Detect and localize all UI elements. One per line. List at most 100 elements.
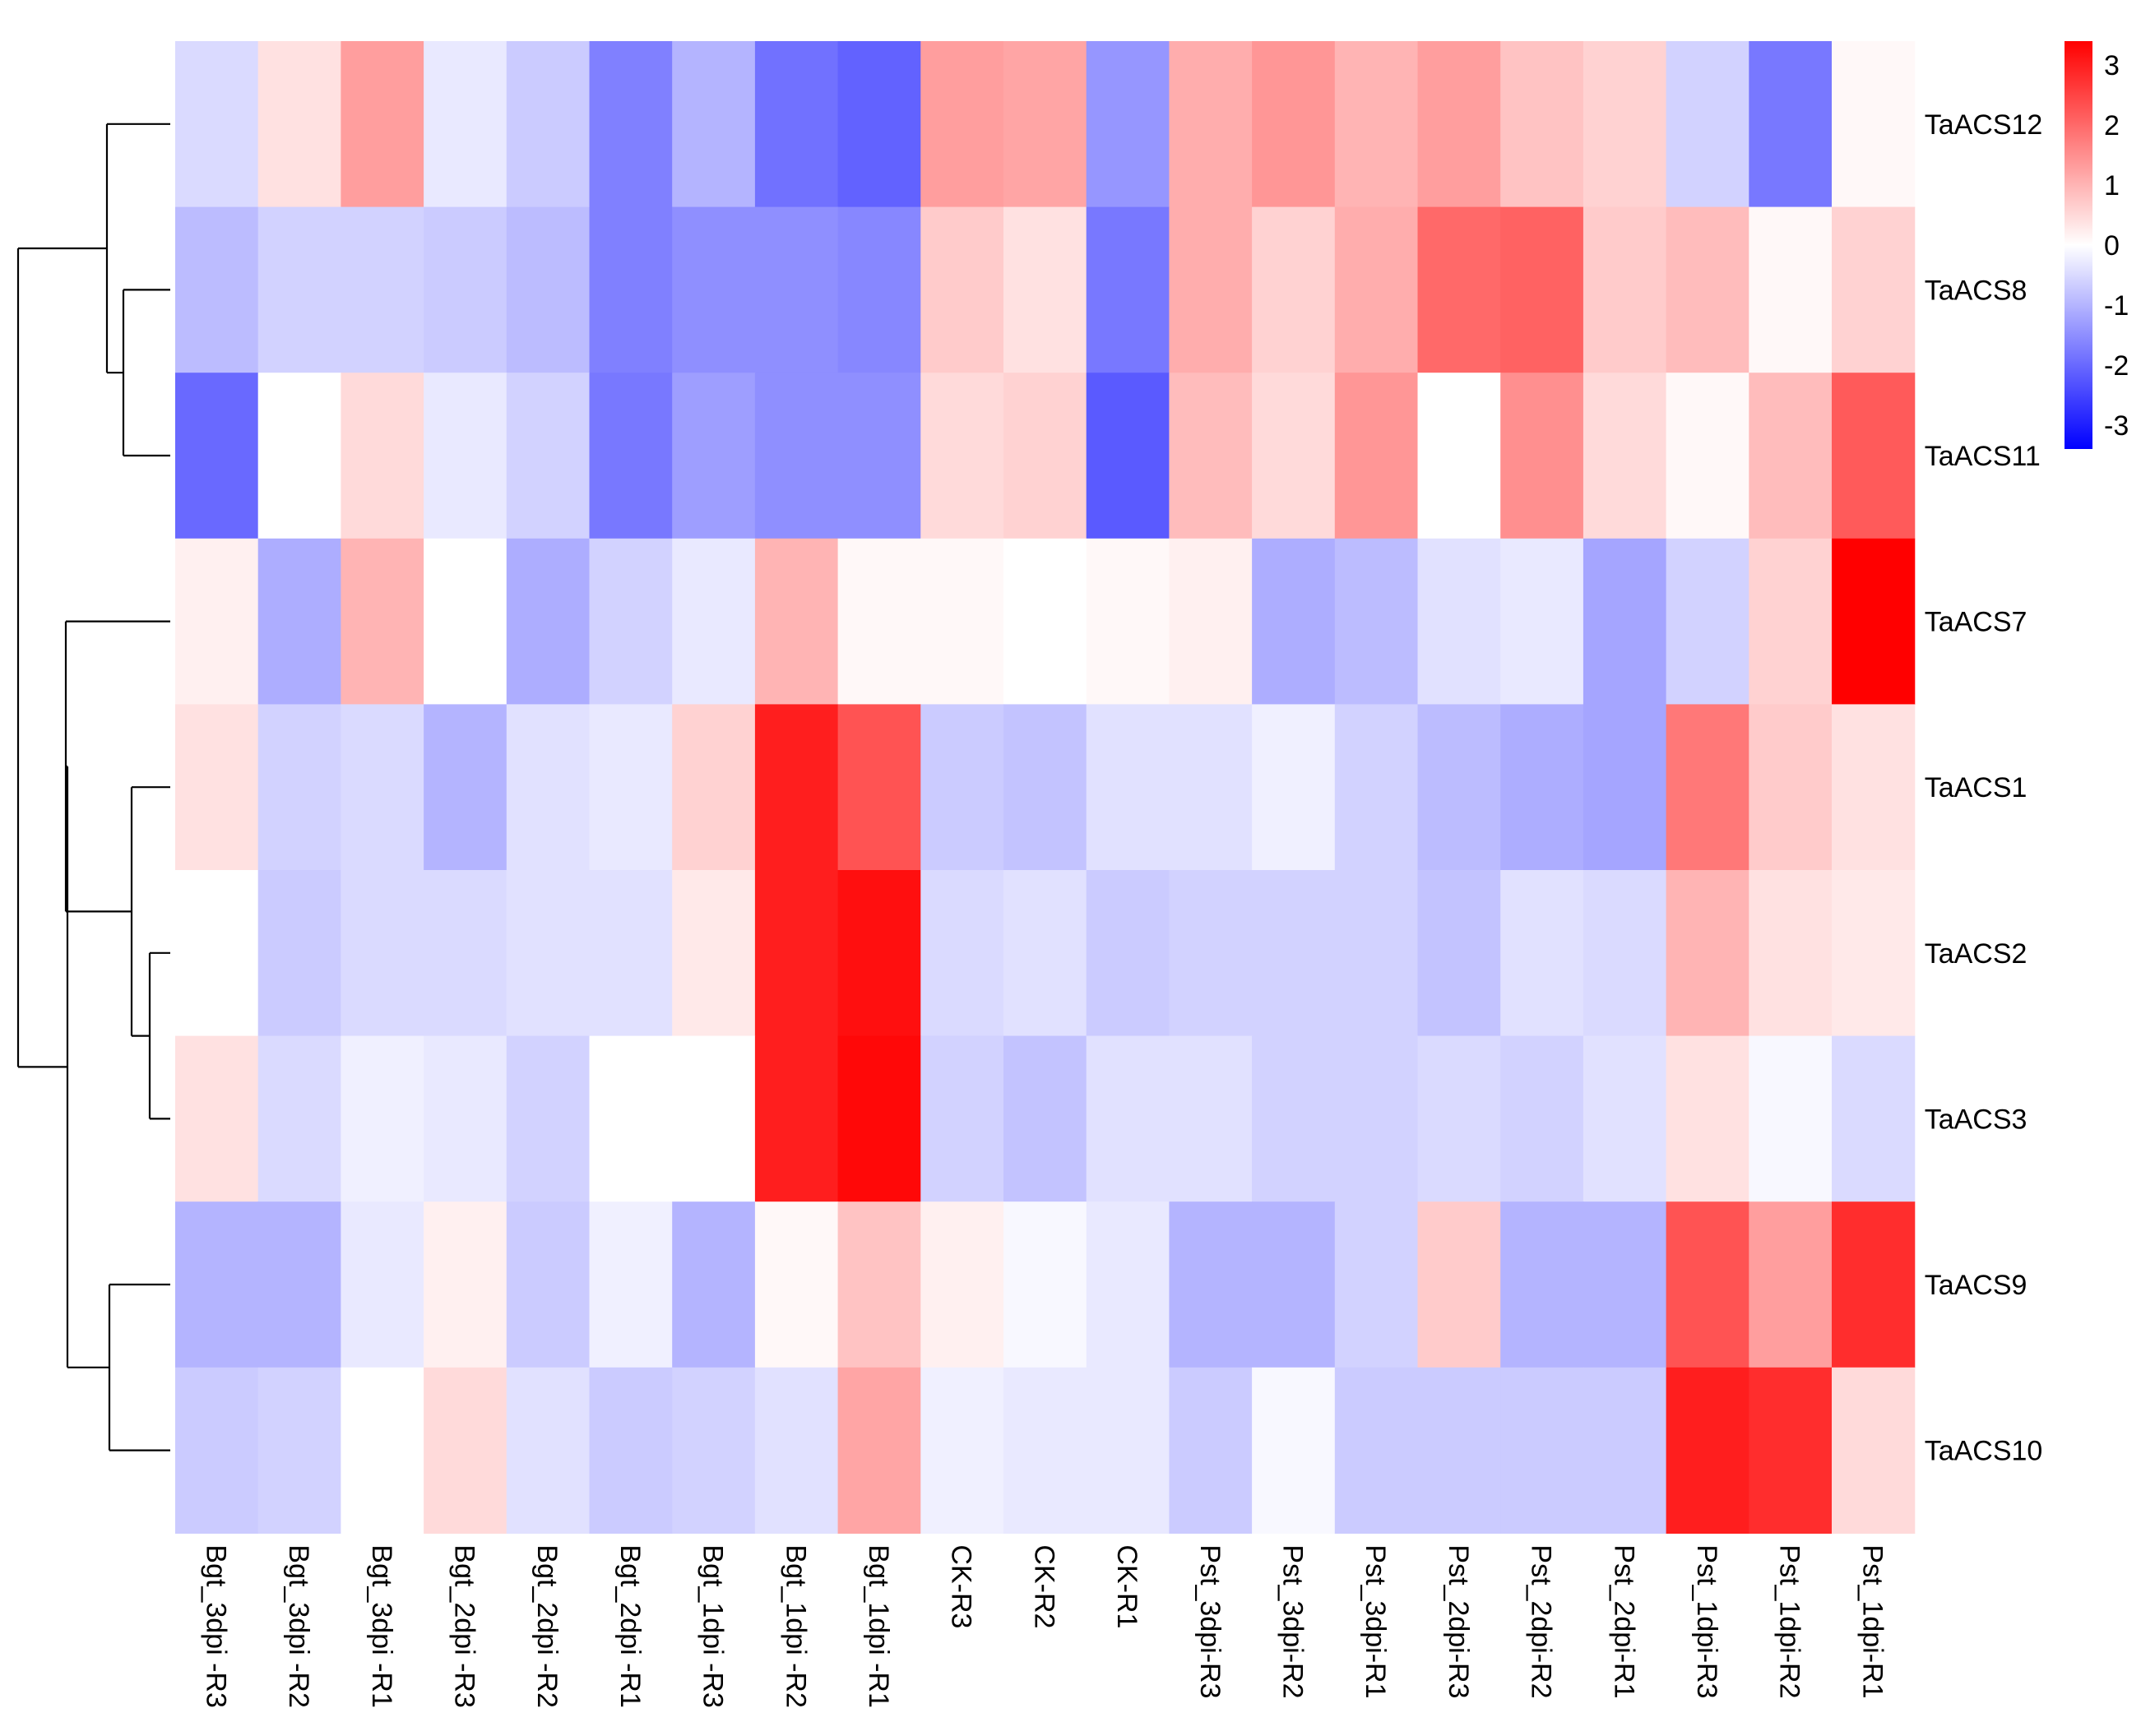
heatmap-cell: [1003, 1035, 1087, 1202]
column-label: Bgt_2dpi -R2: [531, 1544, 563, 1707]
heatmap-cell: [837, 1201, 921, 1368]
row-dendrogram: [16, 123, 170, 1451]
color-scale-tick-label: 3: [2104, 50, 2120, 81]
heatmap-cell: [1252, 373, 1336, 539]
heatmap-cell: [341, 1367, 424, 1534]
heatmap-cell: [920, 1035, 1004, 1202]
heatmap-cell: [672, 206, 756, 373]
heatmap-cell: [1583, 870, 1667, 1037]
heatmap-cell: [1832, 1035, 1916, 1202]
heatmap-cell: [175, 206, 259, 373]
heatmap-cell: [1086, 870, 1170, 1037]
row-label: TaACS9: [1925, 1270, 2027, 1301]
heatmap-cell: [1500, 41, 1584, 208]
heatmap-cell: [1169, 538, 1253, 705]
heatmap-cell: [1252, 1035, 1336, 1202]
heatmap-cell: [1749, 704, 1833, 871]
column-label: Pst_3dpi-R2: [1277, 1544, 1308, 1698]
color-scale-tick-label: -3: [2104, 410, 2129, 442]
heatmap-cell: [672, 1367, 756, 1534]
heatmap-cell: [1500, 1367, 1584, 1534]
heatmap-cell: [1583, 704, 1667, 871]
heatmap-cell: [1832, 704, 1916, 871]
heatmap-cell: [1832, 1201, 1916, 1368]
row-label: TaACS10: [1925, 1436, 2043, 1467]
heatmap-cell: [1003, 704, 1087, 871]
heatmap-cell: [754, 538, 839, 705]
heatmap-cell: [506, 1035, 591, 1202]
heatmap-cell: [1169, 1201, 1253, 1368]
heatmap-cell: [1832, 373, 1916, 539]
heatmap-cell: [754, 1367, 839, 1534]
heatmap-cell: [920, 870, 1004, 1037]
heatmap-cell: [837, 206, 921, 373]
heatmap-cell: [589, 373, 673, 539]
column-label: CK-R2: [1028, 1544, 1059, 1628]
column-label: Pst_1dpi-R1: [1856, 1544, 1888, 1698]
heatmap-cell: [257, 538, 341, 705]
heatmap-cell: [1334, 1201, 1419, 1368]
heatmap-cell: [589, 538, 673, 705]
heatmap-cell: [1583, 1035, 1667, 1202]
row-labels: TaACS12 TaACS8 TaACS11 TaACS7 TaACS1 TaACS2 Ta…: [1925, 109, 2043, 1467]
column-label: CK-R3: [946, 1544, 977, 1628]
heatmap-cell: [1169, 41, 1253, 208]
heatmap-cell: [1500, 1035, 1584, 1202]
heatmap-cell: [754, 704, 839, 871]
heatmap-cell: [1003, 373, 1087, 539]
heatmap-cell: [257, 704, 341, 871]
heatmap-cell: [1417, 373, 1501, 539]
heatmap-cell: [1334, 373, 1419, 539]
heatmap-cell: [1086, 41, 1170, 208]
column-label: Bgt_3dpi -R1: [366, 1544, 397, 1707]
heatmap-cell: [1583, 206, 1667, 373]
heatmap-cell: [506, 1201, 591, 1368]
heatmap-cell: [341, 870, 424, 1037]
heatmap-cell: [1169, 373, 1253, 539]
heatmap-cell: [257, 1367, 341, 1534]
heatmap-cell: [1583, 538, 1667, 705]
heatmap-cell: [920, 1201, 1004, 1368]
heatmap-cell: [920, 1367, 1004, 1534]
heatmap-cell: [506, 538, 591, 705]
heatmap-cell: [837, 373, 921, 539]
heatmap-cell: [1832, 538, 1916, 705]
heatmap-cell: [1417, 704, 1501, 871]
heatmap-cell: [1003, 1367, 1087, 1534]
heatmap-cell: [1749, 1035, 1833, 1202]
column-label: Pst_2dpi-R3: [1443, 1544, 1474, 1698]
heatmap-cell: [1334, 1367, 1419, 1534]
heatmap-cell: [424, 538, 507, 705]
heatmap-cell: [1169, 206, 1253, 373]
row-label: TaACS2: [1925, 938, 2027, 970]
heatmap-cell: [424, 206, 507, 373]
heatmap-cell: [1500, 870, 1584, 1037]
heatmap-cell: [1334, 538, 1419, 705]
heatmap-cell: [1003, 1201, 1087, 1368]
heatmap-cell: [1500, 704, 1584, 871]
heatmap-cell: [175, 1367, 259, 1534]
heatmap-cell: [1583, 1201, 1667, 1368]
row-label: TaACS8: [1925, 275, 2027, 306]
heatmap-cell: [1832, 870, 1916, 1037]
heatmap-cell: [1086, 704, 1170, 871]
heatmap-cell: [341, 373, 424, 539]
column-label: Bgt_3dpi -R2: [283, 1544, 314, 1707]
heatmap-cell: [1003, 538, 1087, 705]
heatmap-cell: [424, 870, 507, 1037]
heatmap-cell: [1252, 1201, 1336, 1368]
heatmap-cell: [506, 41, 591, 208]
heatmap-cell: [1666, 206, 1749, 373]
color-scale-tick-label: 2: [2104, 110, 2120, 141]
heatmap-cell: [1749, 373, 1833, 539]
heatmap-cell: [1169, 704, 1253, 871]
heatmap-cell: [1666, 870, 1749, 1037]
column-label: CK-R1: [1111, 1544, 1142, 1628]
heatmap-cell: [1500, 1201, 1584, 1368]
heatmap-cell: [341, 41, 424, 208]
color-scale-tick-label: 1: [2104, 170, 2120, 201]
heatmap-cell: [341, 704, 424, 871]
heatmap-cell: [1749, 1367, 1833, 1534]
heatmap-cell: [754, 41, 839, 208]
heatmap-cell: [754, 206, 839, 373]
